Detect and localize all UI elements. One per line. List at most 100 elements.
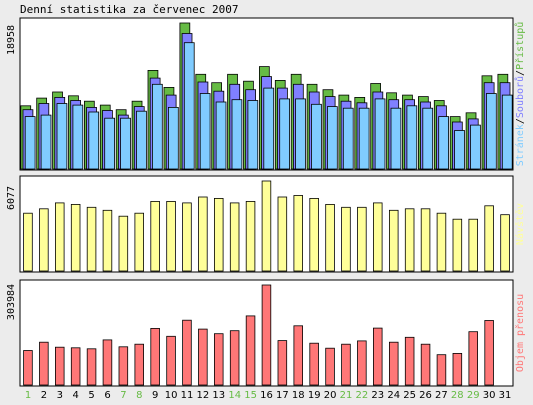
x-tick-label-4: 4 (73, 390, 79, 401)
x-tick-label-13: 13 (212, 390, 225, 401)
bar-visits-day-31 (500, 214, 510, 272)
bar-access-Stránek-day-4 (72, 104, 84, 170)
bar-visits-day-28 (452, 218, 463, 272)
chart-panels: 18958Stránek/Souborů/Přístupů6077Návštěv… (6, 17, 526, 387)
bar-access-Stránek-day-16 (263, 87, 275, 170)
x-tick-label-16: 16 (260, 390, 273, 401)
bar-visits-day-23 (372, 202, 383, 272)
bar-visits-day-1 (23, 212, 33, 272)
bar-visits-day-16 (261, 180, 272, 272)
bar-visits-day-13 (213, 197, 224, 272)
panel-visits-side-label-part: Návštěv (514, 203, 526, 245)
x-axis-ticks: 1 2 3 4 5 6 7 8 9 10 11 12 13 14 15 16 17 18 19 20 21 22 23 24 2… (25, 390, 512, 401)
x-tick-label-11: 11 (181, 390, 194, 401)
bar-visits-day-14 (229, 202, 240, 272)
bar-visits-day-19 (309, 197, 319, 272)
bar-traffic-day-4 (70, 347, 81, 386)
panel-visits-ymax-label: 6077 (6, 186, 17, 210)
bar-visits-day-8 (134, 212, 144, 272)
bar-access-Stránek-day-31 (501, 94, 513, 170)
panel-traffic-side-label-part: Objem přenosu (514, 294, 526, 372)
bar-traffic-day-10 (166, 335, 176, 386)
panel-access-side-label-part: Stránek (514, 124, 526, 166)
bar-access-Stránek-day-18 (295, 98, 306, 170)
bar-access-Stránek-day-27 (438, 116, 450, 170)
bar-traffic-day-14 (229, 330, 240, 386)
x-tick-label-30: 30 (483, 390, 496, 401)
x-tick-label-24: 24 (387, 390, 400, 401)
x-tick-label-22: 22 (356, 390, 369, 401)
bar-traffic-day-16 (261, 284, 272, 386)
bar-visits-day-12 (198, 196, 208, 272)
bar-visits-day-22 (357, 206, 367, 272)
bar-traffic-day-6 (102, 339, 113, 386)
x-tick-label-18: 18 (292, 390, 305, 401)
bar-access-Stránek-day-28 (454, 130, 465, 170)
bar-access-Stránek-day-23 (374, 98, 386, 170)
panel-visits-side-label: Návštěv (514, 203, 526, 245)
bar-traffic-day-19 (309, 342, 319, 386)
x-tick-label-12: 12 (197, 390, 210, 401)
bar-visits-day-5 (86, 206, 97, 272)
bar-access-Stránek-day-3 (56, 103, 68, 170)
bar-visits-day-30 (484, 205, 494, 272)
chart-title: Denní statistika za červenec 2007 (20, 3, 239, 16)
bar-access-Stránek-day-12 (199, 93, 211, 170)
panel-access-side-label-part: Přístupů (514, 22, 526, 70)
bar-visits-day-9 (150, 200, 160, 272)
x-tick-label-26: 26 (419, 390, 432, 401)
bar-traffic-day-24 (388, 341, 399, 386)
bar-visits-day-18 (293, 195, 303, 272)
panel-traffic-side-label: Objem přenosu (514, 294, 526, 372)
bar-access-Stránek-day-7 (120, 117, 131, 170)
bar-visits-day-29 (468, 218, 478, 272)
bar-visits-day-25 (404, 208, 415, 272)
x-tick-label-15: 15 (244, 390, 257, 401)
bar-visits-day-3 (55, 202, 65, 272)
x-tick-label-8: 8 (136, 390, 142, 401)
x-tick-label-19: 19 (308, 390, 321, 401)
bar-traffic-day-1 (23, 350, 33, 386)
bar-access-Stránek-day-25 (406, 105, 418, 170)
bar-access-Stránek-day-26 (422, 107, 434, 170)
x-tick-label-29: 29 (467, 390, 480, 401)
bar-traffic-day-17 (277, 340, 288, 386)
bar-access-Stránek-day-13 (215, 101, 227, 170)
x-tick-label-20: 20 (324, 390, 337, 401)
x-tick-label-10: 10 (165, 390, 178, 401)
panel-visits: 6077 Návštěv (6, 175, 526, 273)
x-tick-label-27: 27 (435, 390, 448, 401)
bar-traffic-day-29 (468, 331, 478, 386)
panel-access-ymax-label: 18958 (6, 25, 17, 55)
bar-traffic-day-28 (452, 352, 463, 386)
x-tick-label-2: 2 (41, 390, 47, 401)
bar-traffic-day-23 (372, 327, 383, 386)
bar-visits-day-27 (436, 212, 447, 272)
bar-access-Stránek-day-9 (151, 83, 163, 170)
panel-access-side-label: Stránek/Souborů/Přístupů (514, 22, 526, 167)
bar-traffic-day-8 (134, 343, 144, 386)
bar-traffic-day-2 (39, 341, 49, 386)
bar-visits-day-26 (420, 208, 431, 272)
x-tick-label-7: 7 (120, 390, 126, 401)
x-tick-label-23: 23 (371, 390, 384, 401)
bar-visits-day-20 (325, 203, 335, 272)
x-tick-label-28: 28 (451, 390, 464, 401)
panel-access-side-label-part: / (515, 70, 526, 76)
bar-traffic-day-20 (325, 347, 335, 386)
bar-traffic-day-13 (213, 333, 224, 386)
bar-visits-day-11 (182, 202, 192, 272)
x-tick-label-5: 5 (88, 390, 94, 401)
bar-access-Stránek-day-30 (485, 93, 497, 170)
bar-traffic-day-15 (245, 315, 256, 386)
bar-visits-day-4 (70, 203, 81, 272)
bar-traffic-day-21 (341, 343, 351, 386)
bar-traffic-day-11 (182, 319, 192, 386)
bar-access-Stránek-day-11 (183, 42, 195, 170)
bar-access-Stránek-day-22 (358, 107, 370, 170)
bar-visits-day-6 (102, 209, 113, 272)
bar-traffic-day-22 (357, 340, 367, 386)
